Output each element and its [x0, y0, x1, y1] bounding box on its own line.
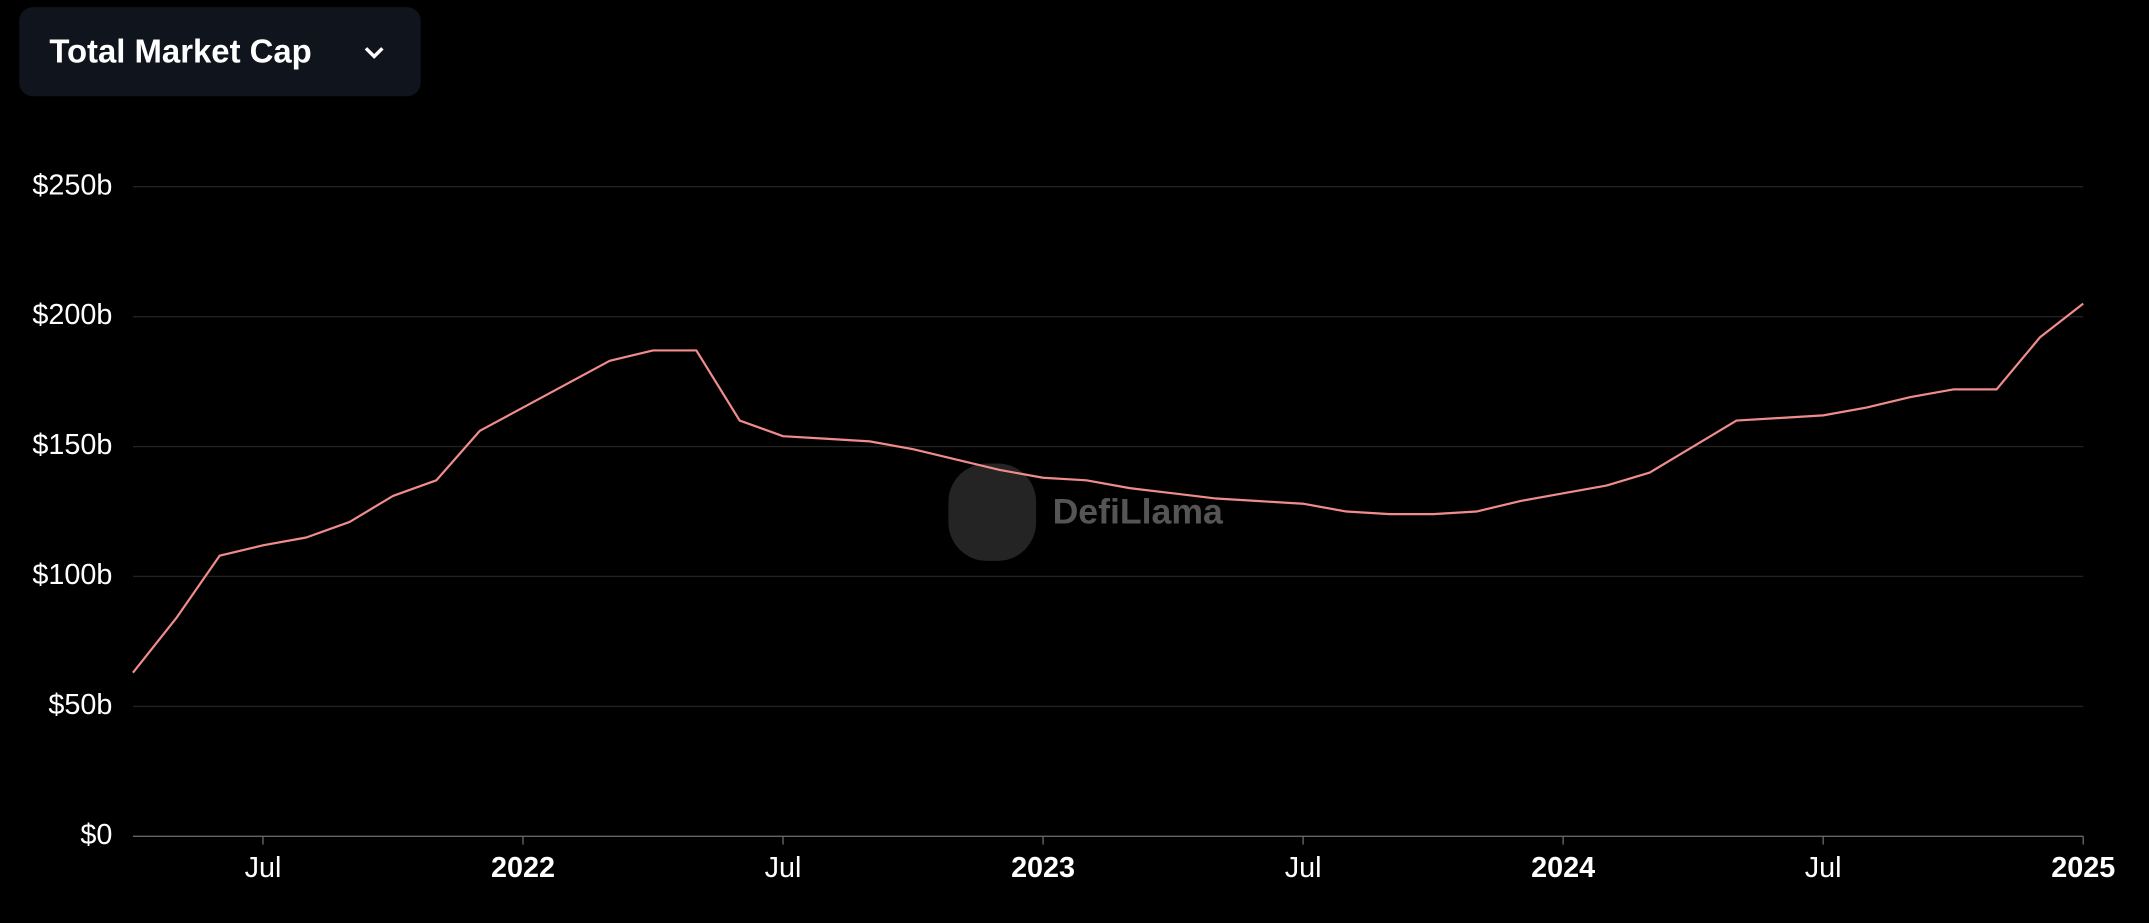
x-tick-label: 2025 [2051, 852, 2115, 884]
dropdown-bg[interactable] [19, 7, 421, 97]
x-tick-label: Jul [765, 852, 802, 884]
watermark-logo [948, 463, 1037, 561]
x-tick-label: 2022 [491, 852, 555, 884]
x-tick-label: Jul [245, 852, 282, 884]
y-tick-label: $200b [32, 299, 112, 331]
y-tick-label: $0 [80, 819, 112, 851]
x-tick-label: Jul [1285, 852, 1322, 884]
chevron[interactable] [364, 47, 384, 59]
logo [948, 463, 1037, 561]
y-tick-label: $100b [32, 559, 112, 591]
line-series [132, 302, 2084, 674]
x-tick-label: 2024 [1531, 852, 1595, 884]
y-tick-label: $250b [32, 169, 112, 201]
x-tick-label: 2023 [1011, 852, 1075, 884]
y-tick-label: $50b [48, 689, 112, 721]
metric-dropdown[interactable]: Total Market Cap [19, 7, 421, 97]
chart-title[interactable]: Total Market Cap [49, 32, 311, 69]
x-tick-label: Jul [1805, 852, 1842, 884]
watermark: DefiLlama [1053, 492, 1224, 532]
y-tick-label: $150b [32, 429, 112, 461]
